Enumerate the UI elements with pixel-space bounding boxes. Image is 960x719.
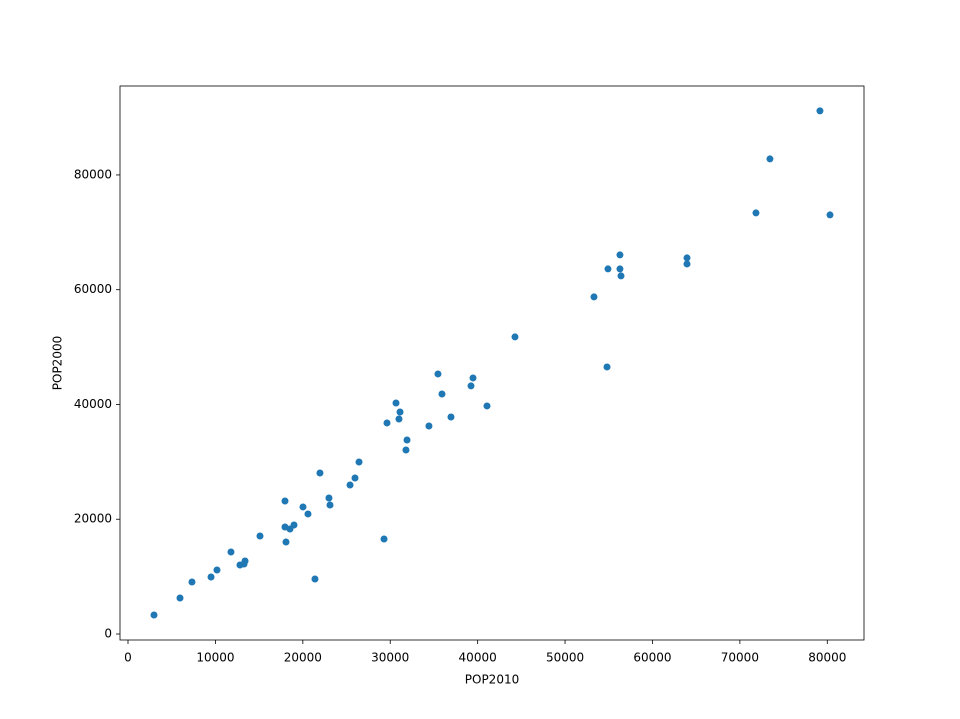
- point: [483, 402, 491, 410]
- x-tick-label: 0: [124, 651, 132, 665]
- point: [256, 532, 264, 540]
- y-tick-label: 0: [104, 626, 112, 640]
- point: [188, 578, 196, 586]
- point: [207, 573, 215, 581]
- point: [240, 560, 248, 568]
- point: [282, 538, 290, 546]
- x-tick-label: 60000: [633, 651, 671, 665]
- point: [316, 469, 324, 477]
- point: [380, 535, 388, 543]
- x-axis-label: POP2010: [465, 673, 519, 687]
- x-tick-label: 10000: [196, 651, 234, 665]
- point: [590, 293, 598, 301]
- point: [355, 458, 363, 466]
- point: [434, 370, 442, 378]
- point: [511, 333, 519, 341]
- point: [447, 413, 455, 421]
- point: [299, 503, 307, 511]
- point: [683, 254, 691, 262]
- point: [616, 251, 624, 259]
- point: [766, 155, 774, 163]
- y-tick-label: 80000: [74, 167, 112, 181]
- point: [213, 566, 221, 574]
- point: [617, 272, 625, 280]
- x-tick-label: 40000: [459, 651, 497, 665]
- x-tick-label: 50000: [546, 651, 584, 665]
- point: [395, 415, 403, 423]
- point: [150, 611, 158, 619]
- point: [227, 548, 235, 556]
- plot-frame: [119, 85, 865, 641]
- point: [383, 419, 391, 427]
- point: [826, 211, 834, 219]
- point: [176, 594, 184, 602]
- point: [616, 265, 624, 273]
- point: [311, 575, 319, 583]
- x-tick-label: 70000: [721, 651, 759, 665]
- y-tick-label: 40000: [74, 397, 112, 411]
- point: [290, 521, 298, 529]
- point: [346, 481, 354, 489]
- point: [816, 107, 824, 115]
- point: [392, 399, 400, 407]
- x-tick-label: 20000: [284, 651, 322, 665]
- point: [425, 422, 433, 430]
- point: [281, 497, 289, 505]
- point: [752, 209, 760, 217]
- point: [604, 265, 612, 273]
- point: [683, 260, 691, 268]
- point: [603, 363, 611, 371]
- point: [438, 390, 446, 398]
- point: [325, 494, 333, 502]
- point: [351, 474, 359, 482]
- x-tick-label: 30000: [371, 651, 409, 665]
- y-tick-label: 60000: [74, 282, 112, 296]
- point: [396, 408, 404, 416]
- point: [469, 374, 477, 382]
- point: [304, 510, 312, 518]
- point: [403, 436, 411, 444]
- y-axis-label: POP2000: [51, 336, 65, 390]
- y-tick-label: 20000: [74, 512, 112, 526]
- point: [402, 446, 410, 454]
- point: [326, 501, 334, 509]
- point: [467, 382, 475, 390]
- x-tick-label: 80000: [808, 651, 846, 665]
